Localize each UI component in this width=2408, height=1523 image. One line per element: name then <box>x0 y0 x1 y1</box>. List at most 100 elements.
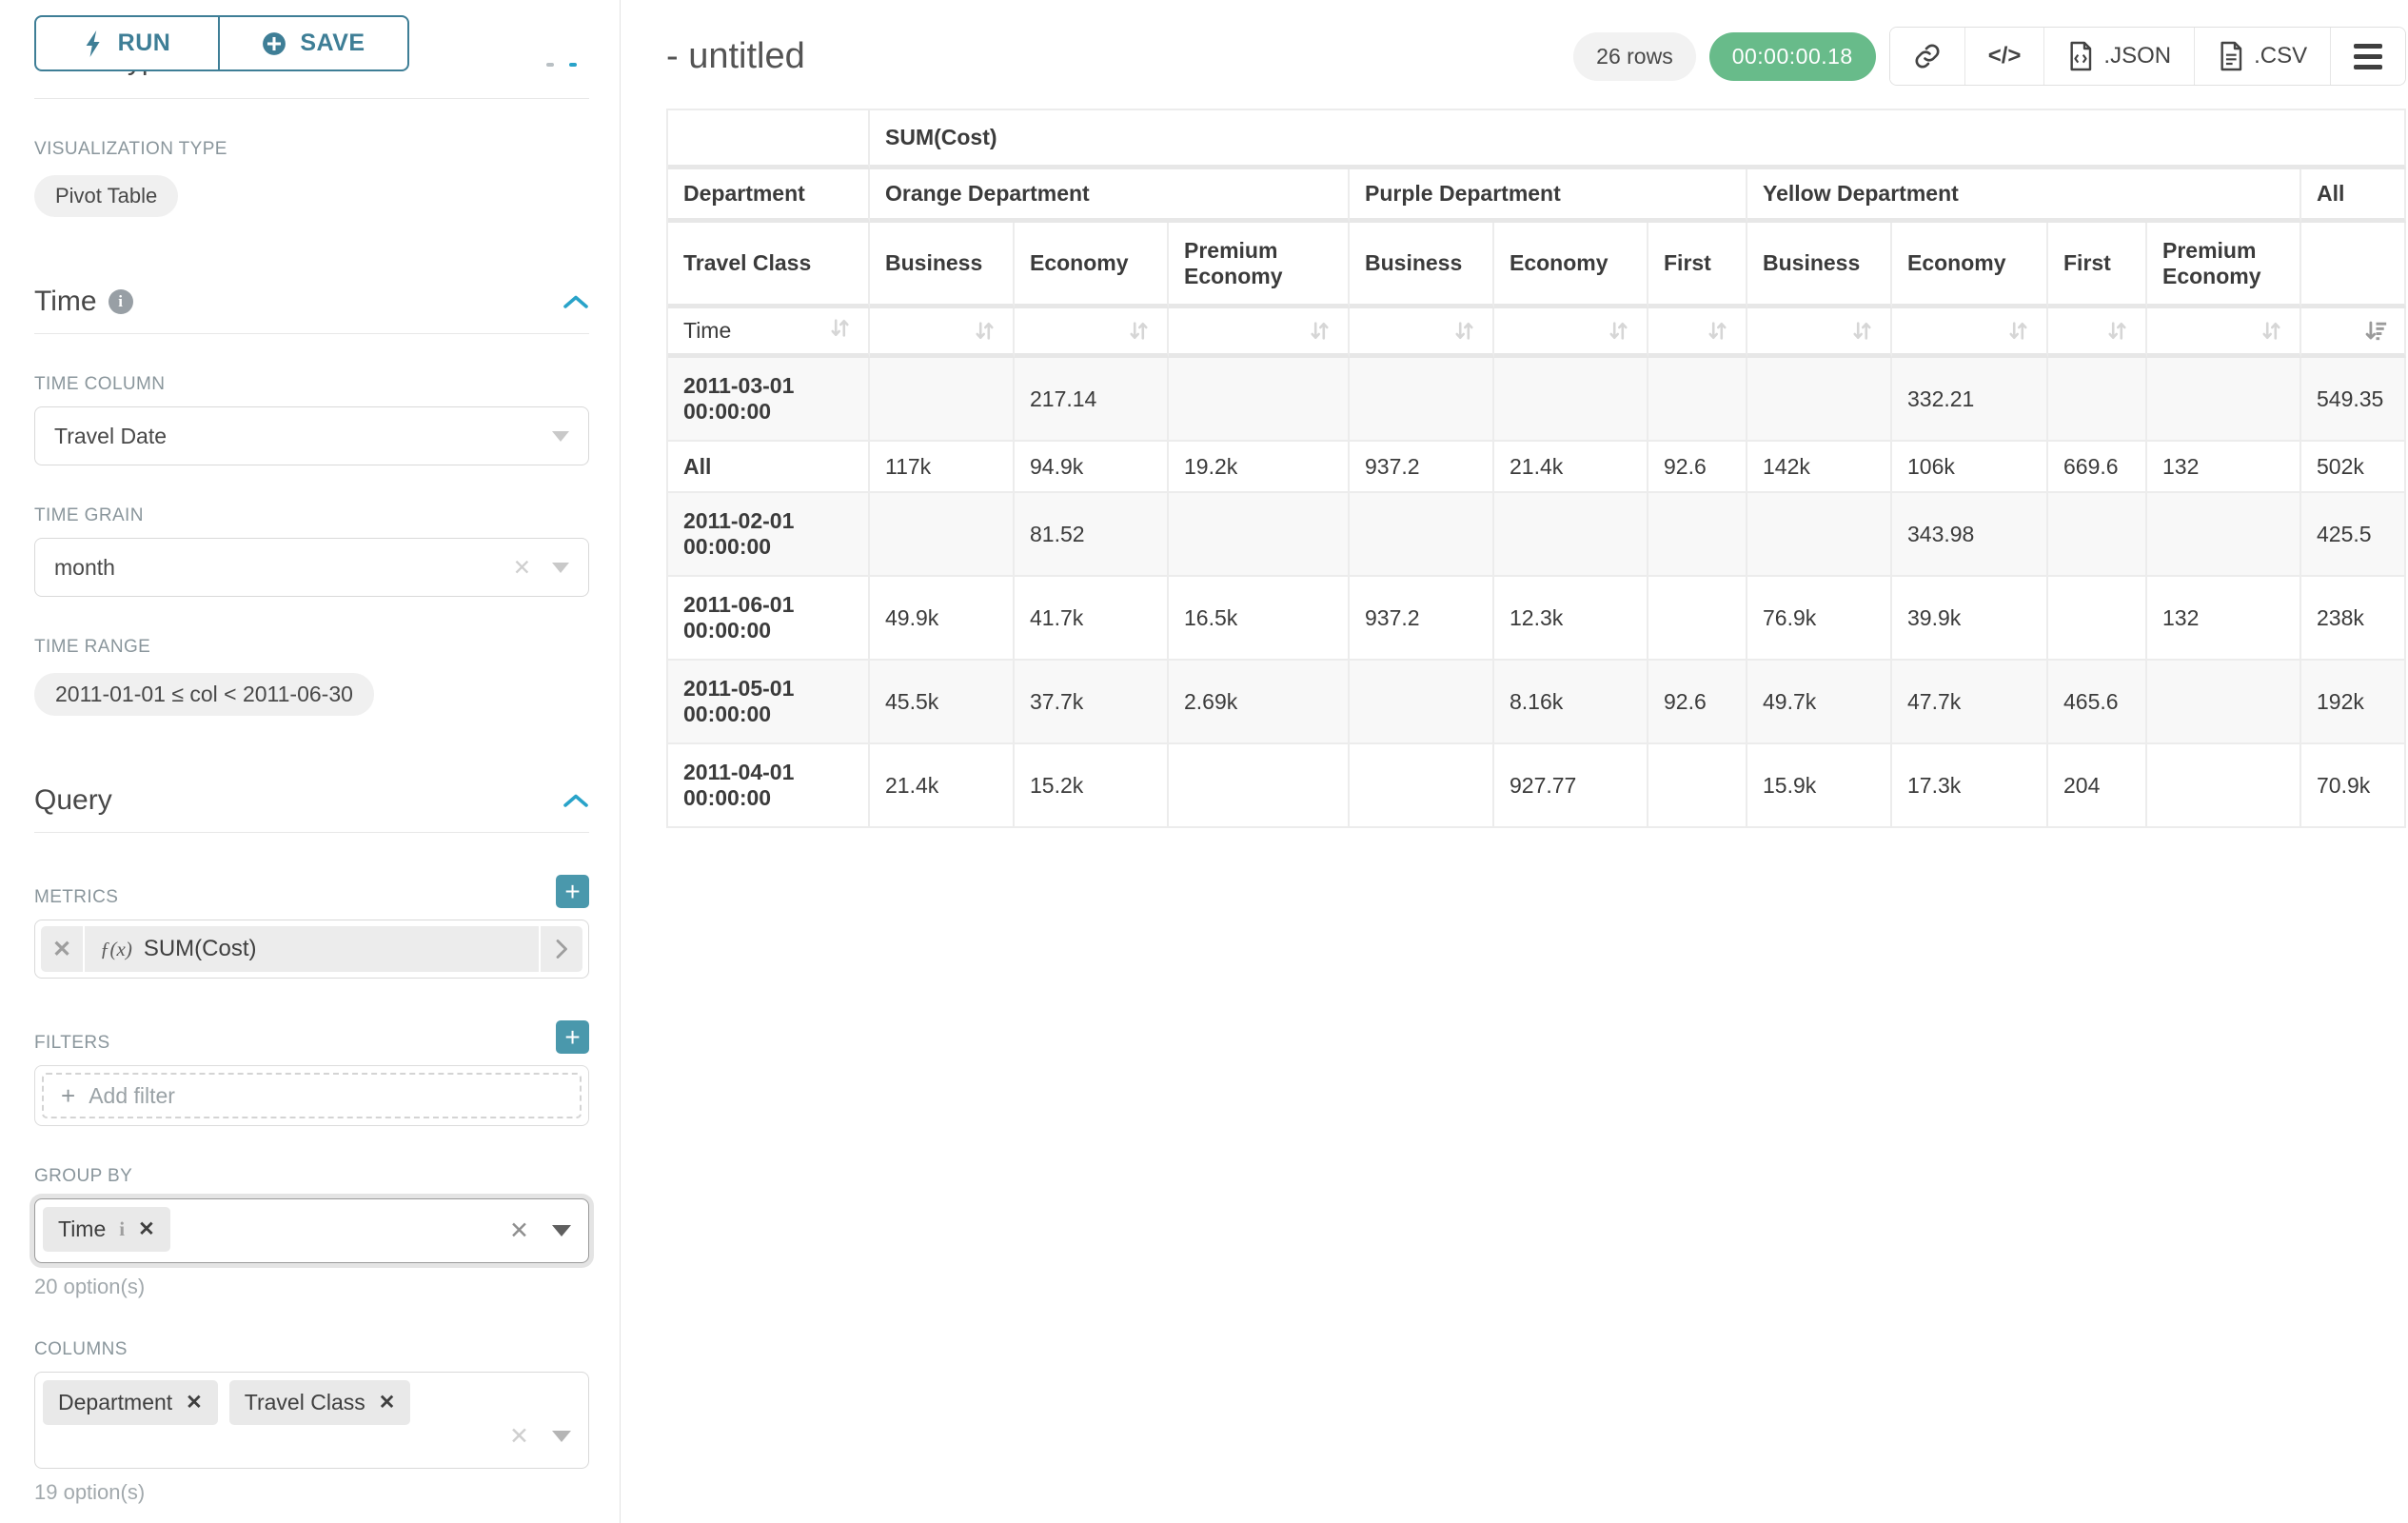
column-dimension-label: Department <box>668 169 870 223</box>
chart-type-section-chevron-icon[interactable] <box>546 63 577 67</box>
sort-toggle[interactable] <box>1184 318 1332 344</box>
value-cell: 94.9k <box>1015 442 1169 493</box>
value-cell: 502k <box>2301 442 2407 493</box>
columns-select[interactable]: Department ✕ Travel Class ✕ ✕ <box>34 1372 589 1469</box>
value-cell <box>870 358 1015 442</box>
clear-icon[interactable]: ✕ <box>509 1217 529 1244</box>
value-cell: 343.98 <box>1892 493 2048 577</box>
chart-menu-button[interactable] <box>2331 28 2406 85</box>
time-range-label: TIME RANGE <box>34 637 151 657</box>
metric-value: SUM(Cost) <box>143 936 257 961</box>
caret-down-icon[interactable] <box>552 1225 571 1236</box>
chevron-up-icon[interactable] <box>563 792 589 809</box>
metrics-container: ✕ ƒ(x) SUM(Cost) <box>34 920 589 979</box>
value-cell: 425.5 <box>2301 493 2407 577</box>
value-cell: 2.69k <box>1169 661 1350 744</box>
value-cell <box>1169 358 1350 442</box>
export-csv-button[interactable]: .CSV <box>2195 28 2332 85</box>
travel-class-header: Economy <box>1892 223 2048 308</box>
code-icon: </> <box>1987 43 2022 69</box>
chart-panel: - untitled 26 rows 00:00:00.18 </> .JSON <box>621 0 2408 1523</box>
pill-label: Department <box>58 1390 173 1414</box>
metric-name: ƒ(x) SUM(Cost) <box>85 926 539 972</box>
share-link-button[interactable] <box>1889 28 1965 85</box>
embed-code-button[interactable]: </> <box>1964 28 2045 85</box>
value-cell <box>1350 661 1494 744</box>
add-filter-dropzone[interactable]: + Add filter <box>42 1073 582 1118</box>
value-cell: 117k <box>870 442 1015 493</box>
group-by-value-pill[interactable]: Time i ✕ <box>43 1207 170 1252</box>
group-by-pills: Time i ✕ <box>43 1207 581 1252</box>
sort-toggle[interactable] <box>1510 318 1631 344</box>
value-cell <box>2147 661 2301 744</box>
dot-icon <box>569 63 577 67</box>
sort-toggle[interactable] <box>827 315 853 346</box>
time-section-title-text: Time <box>34 286 97 317</box>
sort-icon <box>1853 322 1871 340</box>
sort-toggle[interactable] <box>1365 318 1477 344</box>
columns-value-pill[interactable]: Travel Class ✕ <box>228 1380 411 1425</box>
add-filter-button[interactable]: + <box>556 1020 589 1054</box>
chart-header: - untitled 26 rows 00:00:00.18 </> .JSON <box>666 0 2407 109</box>
sort-toggle[interactable] <box>1664 318 1730 344</box>
caret-down-icon <box>552 430 569 442</box>
clear-icon[interactable]: ✕ <box>512 554 531 580</box>
sort-toggle[interactable] <box>1763 318 1875 344</box>
value-cell: 927.77 <box>1494 744 1648 828</box>
export-json-button[interactable]: .JSON <box>2044 28 2196 85</box>
viz-type-pill[interactable]: Pivot Table <box>34 175 179 217</box>
group-by-select[interactable]: Time i ✕ ✕ <box>34 1198 589 1263</box>
info-icon: i <box>119 1217 126 1240</box>
sort-toggle[interactable] <box>2162 318 2284 344</box>
remove-icon[interactable]: ✕ <box>138 1218 155 1240</box>
select-controls: ✕ <box>509 1216 571 1245</box>
table-row: 2011-02-01 00:00:00 81.52 343.98 425.5 <box>668 493 2407 577</box>
metric-pill[interactable]: ✕ ƒ(x) SUM(Cost) <box>41 926 582 972</box>
query-section-title: Query <box>34 784 112 817</box>
chevron-up-icon[interactable] <box>563 293 589 310</box>
value-cell: 8.16k <box>1494 661 1648 744</box>
caret-down-icon[interactable] <box>552 1431 571 1442</box>
value-cell: 37.7k <box>1015 661 1169 744</box>
pill-label: Travel Class <box>244 1390 365 1414</box>
viz-type-label: VISUALIZATION TYPE <box>34 139 227 159</box>
row-header-cell: 2011-05-01 00:00:00 <box>668 661 870 744</box>
value-cell <box>2048 358 2147 442</box>
query-timer-badge: 00:00:00.18 <box>1708 31 1876 81</box>
sort-toggle[interactable] <box>2317 318 2389 344</box>
value-cell: 76.9k <box>1747 577 1892 661</box>
time-grain-select[interactable]: month ✕ <box>34 538 589 597</box>
columns-value-pill[interactable]: Department ✕ <box>43 1380 218 1425</box>
remove-icon[interactable]: ✕ <box>186 1392 203 1414</box>
travel-class-header-row: Travel Class Business Economy Premium Econ… <box>668 223 2407 308</box>
add-metric-button[interactable]: + <box>556 875 589 908</box>
sort-cell <box>1015 308 1169 358</box>
group-by-label: GROUP BY <box>34 1166 133 1186</box>
value-cell: 132 <box>2147 577 2301 661</box>
clear-icon[interactable]: ✕ <box>509 1423 529 1450</box>
time-range-pill[interactable]: 2011-01-01 ≤ col < 2011-06-30 <box>34 673 374 716</box>
sort-toggle[interactable] <box>1907 318 2031 344</box>
time-grain-label: TIME GRAIN <box>34 505 144 525</box>
value-cell <box>1747 358 1892 442</box>
sort-desc-icon <box>2365 321 2387 341</box>
time-column-select[interactable]: Travel Date <box>34 406 589 465</box>
group-by-options-note: 20 option(s) <box>34 1275 146 1298</box>
value-cell: 332.21 <box>1892 358 2048 442</box>
remove-metric-icon[interactable]: ✕ <box>41 926 85 972</box>
save-button[interactable]: SAVE <box>219 15 409 71</box>
table-row: All 117k 94.9k 19.2k 937.2 21.4k 92.6 142k 106k 6… <box>668 442 2407 493</box>
run-button[interactable]: RUN <box>34 15 219 71</box>
value-cell: 17.3k <box>1892 744 2048 828</box>
sort-cell <box>2147 308 2301 358</box>
save-button-label: SAVE <box>300 30 365 56</box>
filters-container: + Add filter <box>34 1065 589 1126</box>
sort-toggle[interactable] <box>1030 318 1152 344</box>
sort-cell <box>1892 308 2048 358</box>
sort-toggle[interactable] <box>885 318 997 344</box>
chevron-right-icon[interactable] <box>539 926 582 972</box>
sort-icon <box>2262 322 2280 340</box>
sort-toggle[interactable] <box>2063 318 2130 344</box>
remove-icon[interactable]: ✕ <box>378 1392 396 1414</box>
